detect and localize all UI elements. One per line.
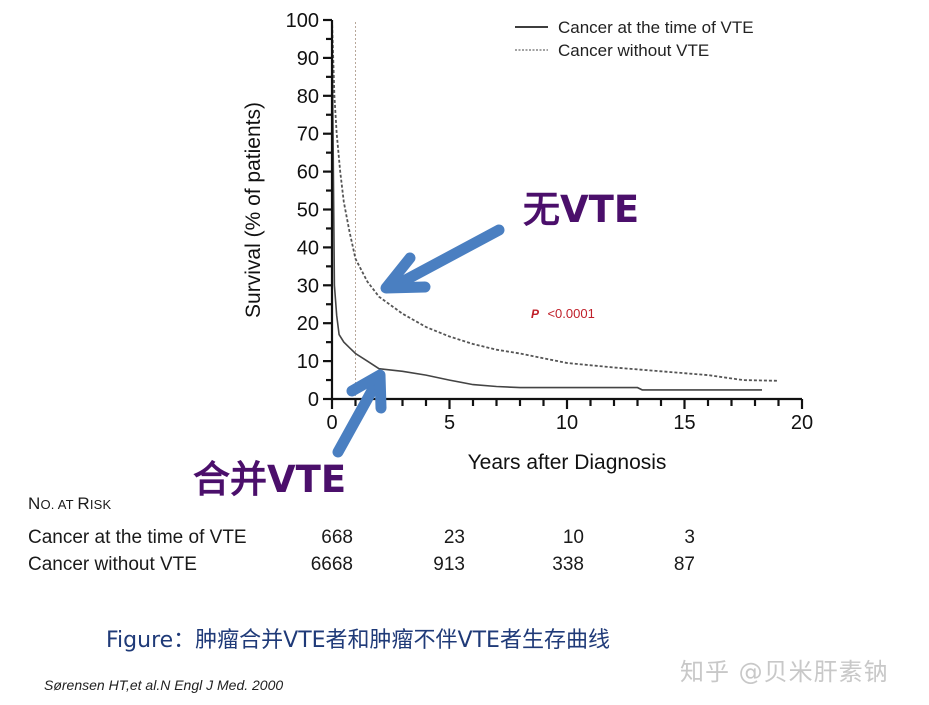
watermark: 知乎 @贝米肝素钠 [680, 658, 889, 686]
y-tick-label: 60 [297, 162, 319, 184]
figure-caption: Figure：肿瘤合并VTE者和肿瘤不伴VTE者生存曲线 [106, 628, 610, 653]
y-axis-label: Survival (% of patients) [242, 102, 265, 318]
risk-row-label: Cancer at the time of VTE [28, 527, 247, 548]
y-tick-label: 10 [297, 351, 319, 373]
x-tick-label: 5 [444, 412, 455, 434]
citation: Sørensen HT,et al.N Engl J Med. 2000 [44, 677, 284, 693]
axes [323, 18, 804, 409]
legend-label-with-vte: Cancer at the time of VTE [558, 18, 754, 37]
y-tick-label: 30 [297, 275, 319, 297]
x-tick-label: 15 [673, 412, 695, 434]
x-axis-label: Years after Diagnosis [468, 451, 667, 474]
series-line-without-vte [331, 19, 779, 382]
risk-value: 10 [562, 527, 584, 548]
p-value-symbol: P [531, 307, 540, 321]
risk-title-part: O. AT [40, 497, 78, 512]
p-value-text: <0.0001 [547, 306, 594, 321]
y-tick-label: 100 [286, 10, 319, 32]
risk-value: 913 [433, 554, 465, 575]
x-tick-label: 0 [326, 412, 337, 434]
risk-value: 23 [443, 527, 465, 548]
risk-row-without-vte: Cancer without VTE 6668 913 338 87 [28, 554, 695, 576]
legend-label-without-vte: Cancer without VTE [558, 41, 709, 60]
y-tick-label: 0 [308, 389, 319, 411]
y-tick-label: 20 [297, 313, 319, 335]
risk-value: 6668 [310, 554, 353, 575]
risk-title-part: ISK [89, 497, 112, 512]
annotation-with-vte: 合并VTE [193, 458, 347, 501]
risk-row-with-vte: Cancer at the time of VTE 668 23 10 3 [28, 527, 695, 549]
x-tick-label: 20 [791, 412, 813, 434]
annotation-without-vte: 无VTE [523, 188, 640, 231]
risk-row-label: Cancer without VTE [28, 554, 197, 575]
risk-title-part: N [28, 494, 41, 513]
legend: Cancer at the time of VTE Cancer without… [515, 18, 754, 60]
y-tick-label: 90 [297, 48, 319, 70]
series-line-with-vte [331, 19, 762, 391]
tick-labels: 0 10 20 30 40 50 60 70 80 90 100 0 5 10 15 20 [286, 10, 814, 434]
risk-title-part: R [77, 494, 90, 513]
arrow-to-without-vte [380, 224, 505, 294]
y-tick-label: 50 [297, 200, 319, 222]
risk-value: 668 [321, 527, 353, 548]
y-tick-label: 80 [297, 86, 319, 108]
risk-value: 87 [673, 554, 695, 575]
p-value: P <0.0001 [531, 305, 595, 322]
risk-value: 3 [684, 527, 695, 548]
y-tick-label: 40 [297, 237, 319, 259]
risk-table-title: NO. AT RISK [28, 494, 111, 514]
risk-value: 338 [552, 554, 584, 575]
arrow-to-with-vte [332, 369, 387, 458]
x-tick-label: 10 [556, 412, 578, 434]
y-tick-label: 70 [297, 124, 319, 146]
